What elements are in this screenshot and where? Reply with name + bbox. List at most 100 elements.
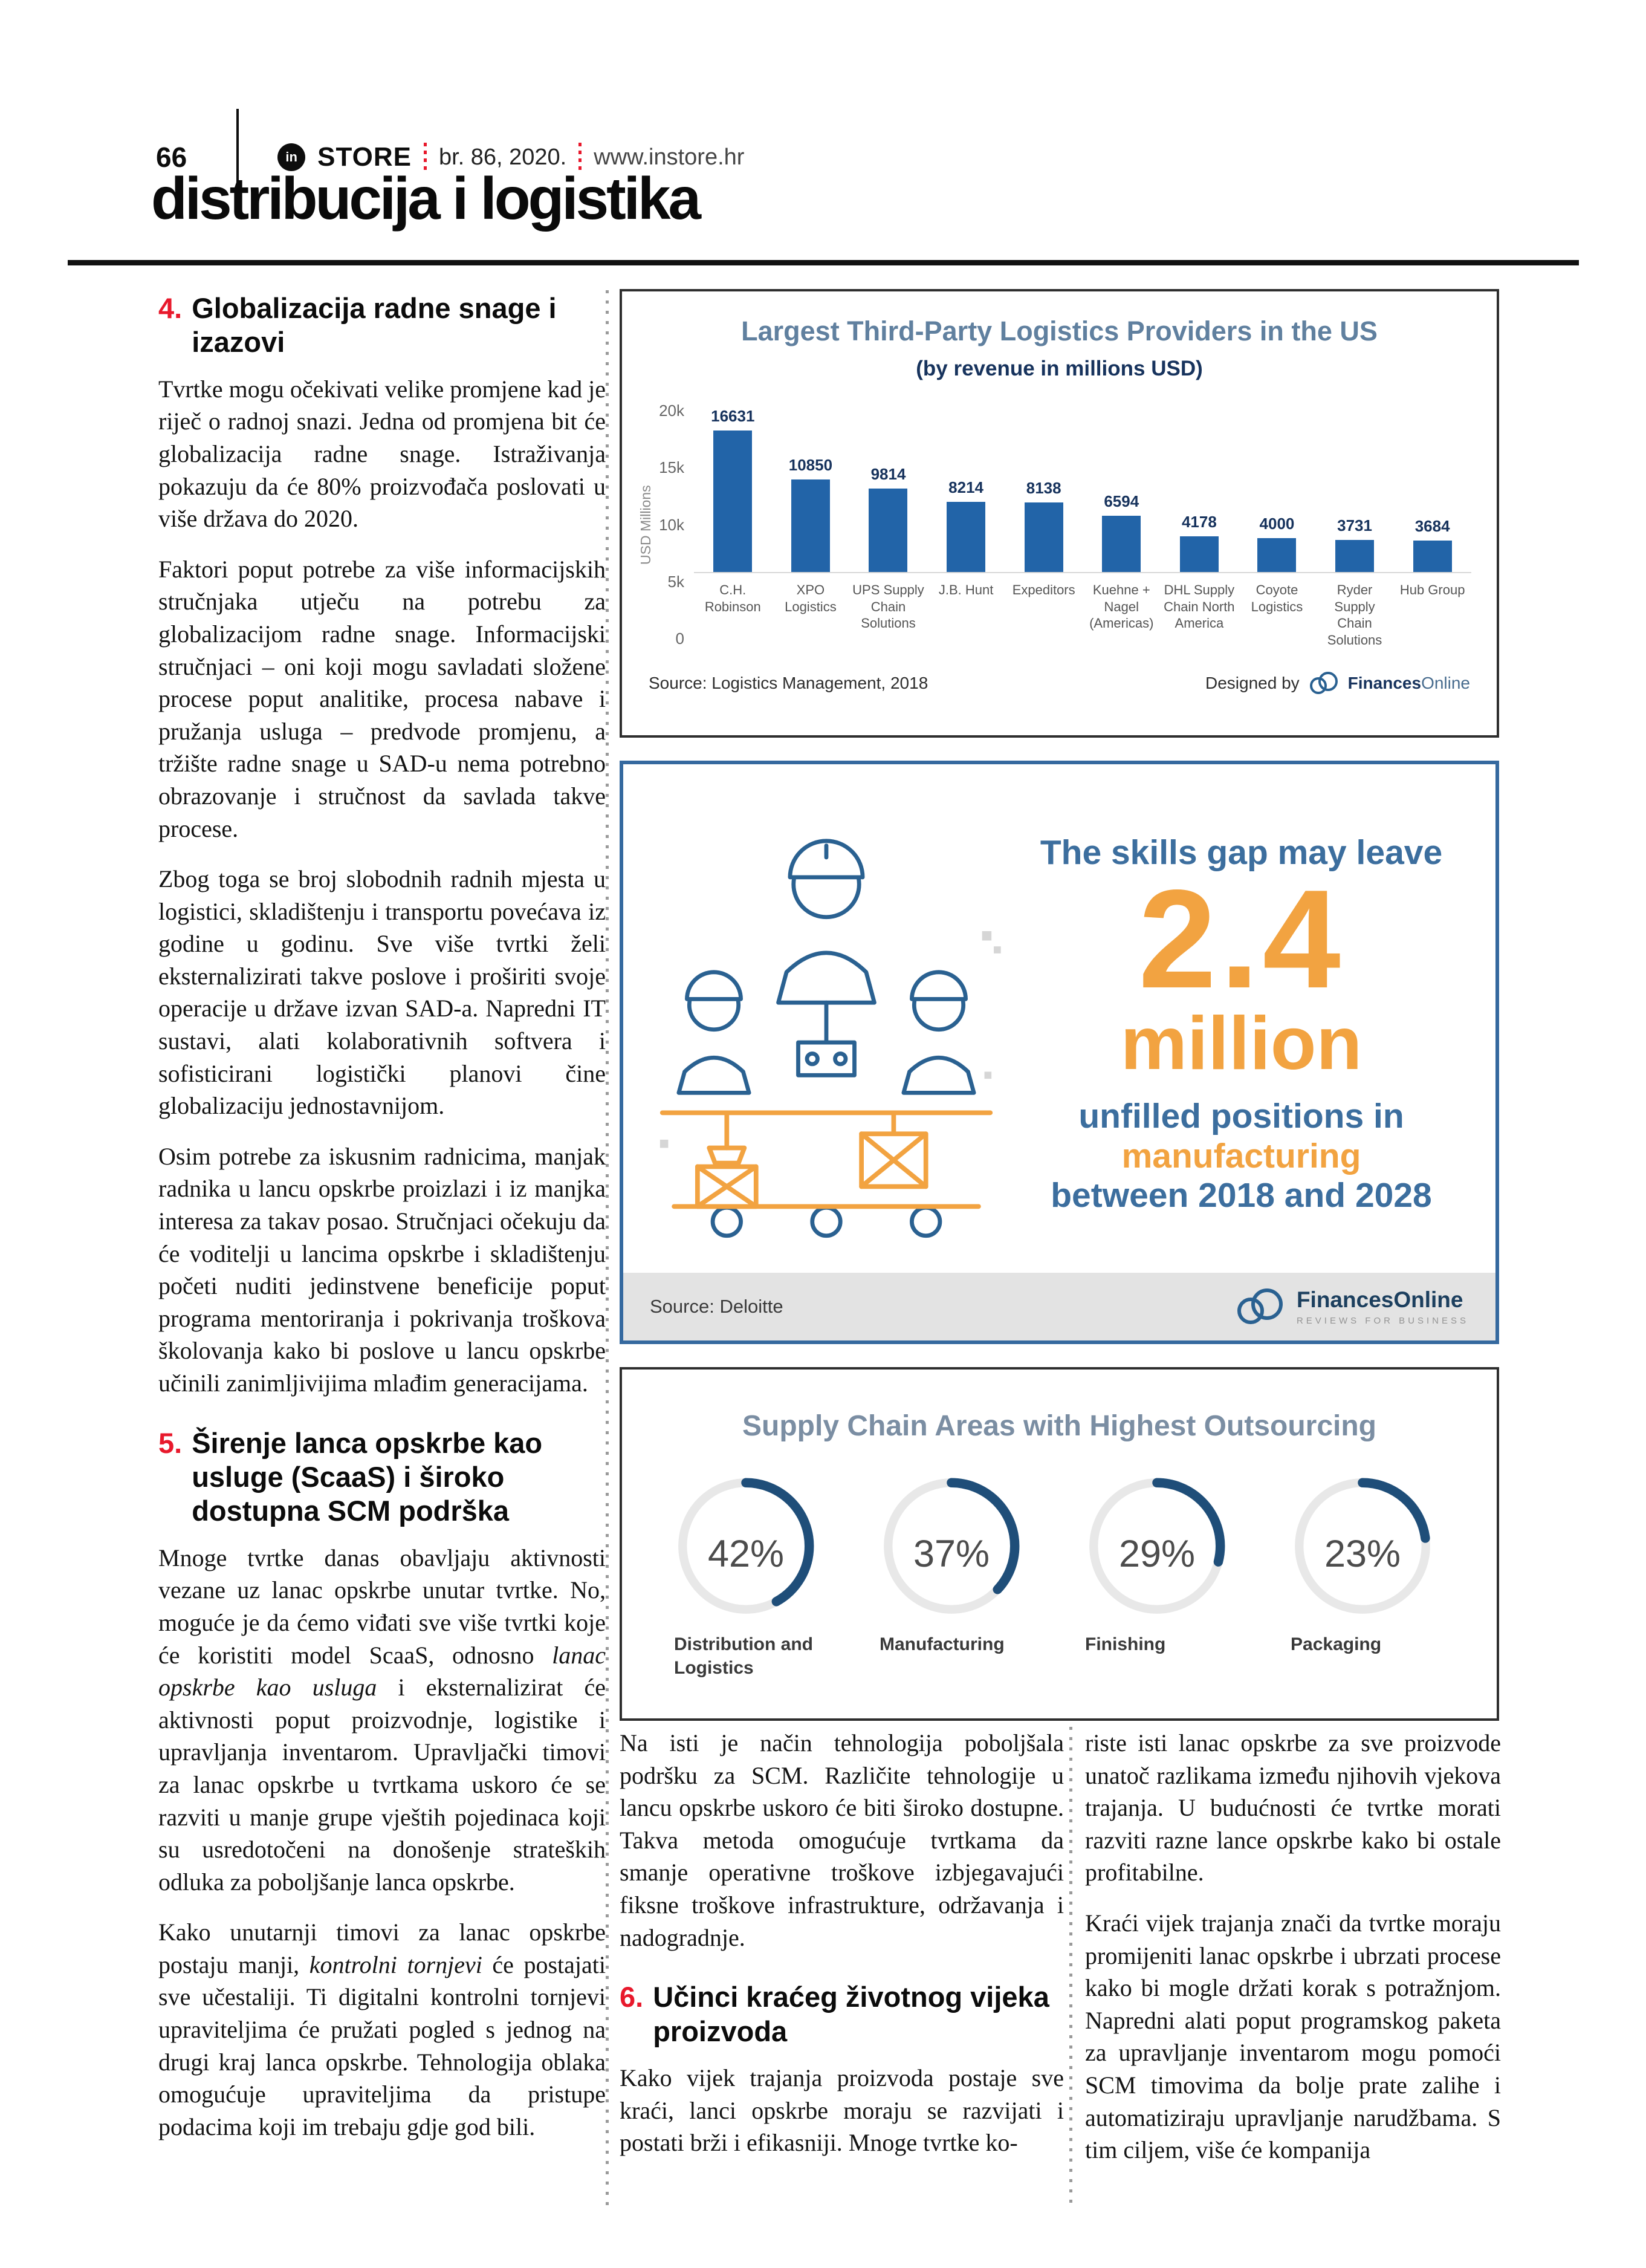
x-category-label: DHL Supply Chain North America bbox=[1164, 582, 1235, 631]
financesonline-wordmark: FinancesOnline bbox=[1347, 674, 1470, 692]
y-tick: 5k bbox=[667, 572, 684, 591]
bar-value: 4000 bbox=[1259, 514, 1295, 533]
skills-gap-panel: The skills gap may leave 2.4 million unfill… bbox=[620, 761, 1499, 1344]
bar-chart-panel: Largest Third-Party Logistics Providers … bbox=[620, 289, 1499, 738]
gauge-label: Finishing bbox=[1085, 1634, 1166, 1654]
column-divider bbox=[1069, 1727, 1072, 2208]
gauge-label: Distribution and Logistics bbox=[674, 1634, 813, 1678]
chart-subtitle: (by revenue in millions USD) bbox=[916, 357, 1203, 380]
bar bbox=[791, 479, 830, 572]
column-divider bbox=[606, 290, 609, 2210]
chart-body: USD Millions 20k 15k 10k 5k 0 16631 10850 9814… bbox=[638, 401, 1471, 648]
gauge-value: 29% bbox=[1118, 1533, 1196, 1575]
bar-slot: 9814 bbox=[849, 401, 927, 572]
section-heading: 4. Globalizacija radne snage i izazovi bbox=[158, 291, 606, 360]
dotted-separator-icon bbox=[423, 143, 427, 172]
right-text-column: riste isti lanac opskrbe za sve proizvod… bbox=[1085, 1727, 1501, 2185]
title-rule bbox=[68, 260, 1579, 265]
skills-text: The skills gap may leave 2.4 million unfill… bbox=[1014, 833, 1469, 1216]
infographic-panels: Largest Third-Party Logistics Providers … bbox=[620, 289, 1499, 1744]
bar-slot: 3684 bbox=[1393, 401, 1471, 572]
section-number: 5. bbox=[158, 1426, 183, 1459]
gauge-value: 23% bbox=[1324, 1533, 1401, 1575]
paragraph: Mnoge tvrtke danas obavljaju aktivnosti … bbox=[158, 1544, 606, 1896]
left-text-column: 4. Globalizacija radne snage i izazovi Tvr… bbox=[158, 289, 606, 2161]
section-heading: 6. Učinci kraćeg životnog vijeka proizvod… bbox=[620, 1980, 1064, 2049]
bar-slot: 16631 bbox=[694, 401, 772, 572]
bar bbox=[1335, 540, 1375, 572]
dotted-separator-icon bbox=[578, 143, 582, 172]
bar-plot: 16631 10850 9814 8214 8138 6594 4178 4000 3731 36… bbox=[694, 401, 1471, 573]
skills-source: Source: Deloitte bbox=[650, 1296, 783, 1317]
paragraph: Kako vijek trajanja proizvoda postaje sv… bbox=[620, 2064, 1064, 2157]
section-heading-text: Širenje lanca opskrbe kao usluge (ScaaS)… bbox=[192, 1426, 543, 1527]
bar-slot: 4178 bbox=[1161, 401, 1239, 572]
skills-line: million bbox=[1120, 1002, 1362, 1086]
website-url: www.instore.hr bbox=[594, 144, 745, 170]
y-tick: 15k bbox=[659, 458, 684, 477]
gauge: 42% Distribution and Logistics bbox=[674, 1474, 828, 1680]
gauge: 23% Packaging bbox=[1291, 1474, 1445, 1680]
page-title: distribucija i logistika bbox=[151, 165, 701, 232]
chart-source: Source: Logistics Management, 2018 bbox=[649, 674, 928, 692]
bar-value: 6594 bbox=[1104, 492, 1139, 511]
bar-value: 8214 bbox=[948, 478, 983, 497]
brand-row: in STORE br. 86, 2020. www.instore.hr bbox=[277, 142, 744, 172]
paragraph: Osim potrebe za iskusnim radnicima, manj… bbox=[158, 1142, 606, 1397]
skills-line: between 2018 and 2028 bbox=[1051, 1176, 1432, 1215]
section-heading-text: Učinci kraćeg životnog vijeka proizvoda bbox=[653, 1981, 1049, 2047]
bar-value: 16631 bbox=[711, 406, 755, 425]
y-tick: 0 bbox=[675, 629, 684, 648]
instore-logo-text: in bbox=[285, 149, 297, 164]
gauge: 29% Finishing bbox=[1085, 1474, 1239, 1680]
bar-value: 10850 bbox=[788, 456, 833, 475]
bar bbox=[947, 502, 986, 572]
outsourcing-title: Supply Chain Areas with Highest Outsourc… bbox=[742, 1410, 1376, 1442]
bar-value: 9814 bbox=[870, 464, 906, 483]
financesonline-logo: FinancesOnline REVIEWS FOR BUSINESS bbox=[1234, 1287, 1469, 1326]
chart-footer: Source: Logistics Management, 2018 Desig… bbox=[649, 671, 1470, 695]
y-tick: 20k bbox=[659, 401, 684, 420]
gauge-label: Packaging bbox=[1291, 1634, 1382, 1654]
bar-slot: 6594 bbox=[1083, 401, 1161, 572]
bar-value: 8138 bbox=[1026, 479, 1061, 498]
gauge-value: 42% bbox=[707, 1533, 785, 1575]
section-number: 4. bbox=[158, 292, 183, 324]
bar-slot: 8138 bbox=[1005, 401, 1083, 572]
bar bbox=[1024, 502, 1063, 572]
x-category-label: Kuehne + Nagel (Americas) bbox=[1089, 582, 1154, 631]
instore-logo-icon: in bbox=[277, 143, 306, 171]
bar-slot: 3731 bbox=[1316, 401, 1394, 572]
paragraph: Tvrtke mogu očekivati velike promjene ka… bbox=[158, 375, 606, 533]
section-heading-text: Globalizacija radne snage i izazovi bbox=[192, 292, 557, 359]
bar bbox=[1102, 516, 1141, 572]
paragraph: Kako unutarnji timovi za lanac opskrbe p… bbox=[158, 1919, 606, 2140]
x-category-label: Expeditors bbox=[1012, 582, 1075, 597]
financesonline-wordmark: FinancesOnline bbox=[1296, 1287, 1463, 1312]
skills-source-bar: Source: Deloitte FinancesOnline REVIEWS … bbox=[623, 1273, 1495, 1340]
skills-line: unfilled positions in bbox=[1078, 1097, 1404, 1136]
paragraph: riste isti lanac opskrbe za sve proizvod… bbox=[1085, 1729, 1501, 1886]
middle-text-column: Na isti je način tehnologija poboljšala … bbox=[620, 1727, 1064, 2177]
bar-slot: 8214 bbox=[927, 401, 1005, 572]
skills-main: The skills gap may leave 2.4 million unfill… bbox=[623, 764, 1495, 1273]
paragraph: Na isti je način tehnologija poboljšala … bbox=[620, 1729, 1064, 1951]
skills-line: The skills gap may leave bbox=[1040, 833, 1443, 872]
section-number: 6. bbox=[620, 1981, 644, 2013]
gauge-value: 37% bbox=[913, 1533, 990, 1575]
skills-line: manufacturing bbox=[1121, 1136, 1361, 1175]
designed-by: Designed by FinancesOnline bbox=[1205, 671, 1470, 695]
bar-slot: 10850 bbox=[772, 401, 850, 572]
bar-slot: 4000 bbox=[1238, 401, 1316, 572]
issue-number: br. 86, 2020. bbox=[438, 144, 567, 170]
page-header: 66 in STORE br. 86, 2020. www.instore.hr bbox=[156, 109, 744, 206]
outsourcing-panel: Supply Chain Areas with Highest Outsourc… bbox=[620, 1367, 1499, 1721]
y-axis-label: USD Millions bbox=[638, 485, 653, 565]
bar bbox=[713, 430, 753, 572]
header-divider bbox=[236, 109, 239, 206]
bar-value: 3684 bbox=[1414, 517, 1450, 536]
workers-illustration bbox=[639, 795, 1014, 1255]
gauge: 37% Manufacturing bbox=[880, 1474, 1034, 1680]
x-category-label: Ryder Supply Chain Solutions bbox=[1327, 582, 1382, 648]
